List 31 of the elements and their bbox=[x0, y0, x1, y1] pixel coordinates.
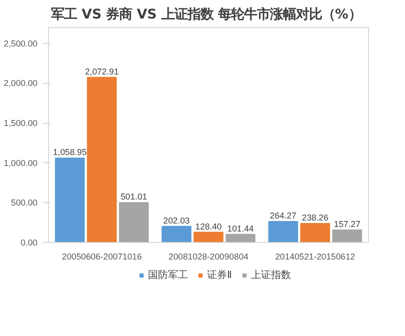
x-tick-label: 20081028-20090804 bbox=[168, 252, 249, 262]
bar bbox=[300, 223, 330, 242]
data-label: 2,072.91 bbox=[84, 66, 119, 76]
y-tick-label: 2,500.00 bbox=[4, 38, 38, 48]
bar bbox=[194, 232, 224, 242]
bar bbox=[162, 226, 192, 242]
y-tick-label: 1,500.00 bbox=[4, 118, 38, 128]
legend-label: 上证指数 bbox=[250, 268, 291, 282]
bar bbox=[118, 202, 149, 242]
data-label: 101.44 bbox=[227, 223, 254, 234]
data-label: 501.01 bbox=[120, 192, 148, 202]
data-label: 1,058.95 bbox=[52, 147, 87, 158]
chart-title: 军工 VS 券商 VS 上证指数 每轮牛市涨幅对比（%） bbox=[50, 6, 362, 22]
bar bbox=[268, 220, 298, 242]
bar bbox=[226, 234, 256, 242]
bar bbox=[86, 76, 117, 242]
y-tick-label: 2,000.00 bbox=[4, 78, 38, 88]
y-tick-label: 500.00 bbox=[11, 198, 38, 208]
data-label: 157.27 bbox=[334, 218, 361, 229]
y-tick-label: 0.00 bbox=[20, 238, 38, 248]
legend-label: 国防军工 bbox=[148, 268, 188, 282]
data-label: 128.40 bbox=[195, 221, 222, 232]
x-tick-label: 20140521-20150612 bbox=[275, 252, 356, 262]
data-label: 264.27 bbox=[270, 210, 297, 220]
bar bbox=[332, 229, 362, 242]
x-tick-label: 20050606-20071016 bbox=[62, 252, 142, 262]
legend-label: 证券Ⅱ bbox=[207, 268, 232, 282]
data-label: 238.26 bbox=[302, 212, 329, 223]
y-tick-label: 1,000.00 bbox=[4, 158, 38, 168]
data-label: 202.03 bbox=[163, 215, 190, 226]
bar bbox=[54, 158, 85, 242]
